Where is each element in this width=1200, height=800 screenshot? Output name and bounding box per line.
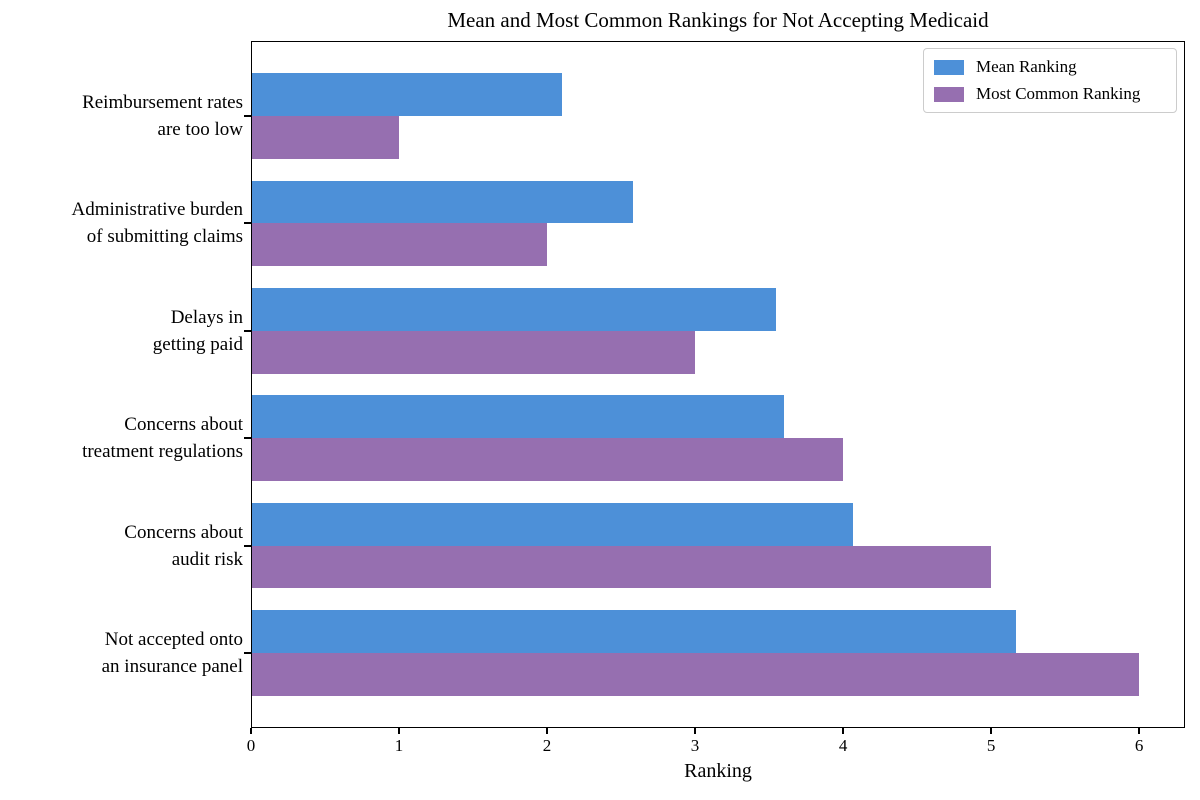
x-tick-mark bbox=[250, 728, 252, 734]
y-tick-mark bbox=[244, 651, 251, 654]
y-tick-mark bbox=[244, 222, 251, 225]
y-tick-label: Delays in getting paid bbox=[152, 306, 243, 355]
legend-label-most-common-ranking: Most Common Ranking bbox=[976, 84, 1141, 103]
x-tick-label: 4 bbox=[838, 736, 848, 755]
x-tick-mark bbox=[1138, 728, 1141, 734]
legend-item-mean-ranking: Mean Ranking bbox=[934, 57, 1166, 77]
bar-most-common-ranking bbox=[251, 116, 400, 160]
bar-mean-ranking bbox=[251, 395, 784, 439]
y-tick-label: Reimbursement rates are too low bbox=[82, 92, 243, 141]
x-axis-title: Ranking bbox=[684, 760, 752, 782]
x-tick-label: 5 bbox=[986, 736, 996, 755]
x-tick-mark bbox=[694, 728, 697, 734]
x-tick-label: 3 bbox=[690, 736, 700, 755]
legend-swatch-mean-ranking-icon bbox=[934, 59, 964, 75]
bar-mean-ranking bbox=[251, 73, 562, 117]
x-tick-mark bbox=[990, 728, 993, 734]
y-tick-label: Concerns about audit risk bbox=[124, 521, 243, 570]
x-tick-label: 6 bbox=[1134, 736, 1144, 755]
plot-area bbox=[251, 41, 1185, 728]
y-tick-mark bbox=[244, 437, 251, 440]
y-tick-mark bbox=[244, 329, 251, 332]
x-tick-mark bbox=[398, 728, 401, 734]
bar-most-common-ranking bbox=[251, 330, 696, 374]
x-tick-mark bbox=[842, 728, 845, 734]
bar-mean-ranking bbox=[251, 609, 1017, 653]
chart-title: Mean and Most Common Rankings for Not Ac… bbox=[447, 8, 989, 32]
legend-item-most-common-ranking: Most Common Ranking bbox=[934, 84, 1166, 104]
legend-swatch-most-common-ranking-icon bbox=[934, 86, 964, 102]
bar-mean-ranking bbox=[251, 287, 777, 331]
x-tick-label: 1 bbox=[394, 736, 404, 755]
bar-most-common-ranking bbox=[251, 545, 992, 589]
legend: Mean Ranking Most Common Ranking bbox=[923, 48, 1177, 113]
y-tick-mark bbox=[244, 115, 251, 118]
bar-most-common-ranking bbox=[251, 438, 844, 482]
x-tick-mark bbox=[546, 728, 549, 734]
y-tick-mark bbox=[244, 544, 251, 547]
bar-mean-ranking bbox=[251, 502, 854, 546]
y-tick-label: Not accepted onto an insurance panel bbox=[101, 628, 243, 677]
y-tick-label: Concerns about treatment regulations bbox=[82, 414, 243, 463]
bar-most-common-ranking bbox=[251, 223, 548, 267]
legend-label-mean-ranking: Mean Ranking bbox=[976, 57, 1077, 76]
y-tick-label: Administrative burden of submitting clai… bbox=[71, 199, 244, 248]
x-tick-label: 0 bbox=[246, 736, 256, 755]
bar-most-common-ranking bbox=[251, 652, 1140, 696]
bar-mean-ranking bbox=[251, 180, 633, 224]
x-tick-label: 2 bbox=[542, 736, 552, 755]
